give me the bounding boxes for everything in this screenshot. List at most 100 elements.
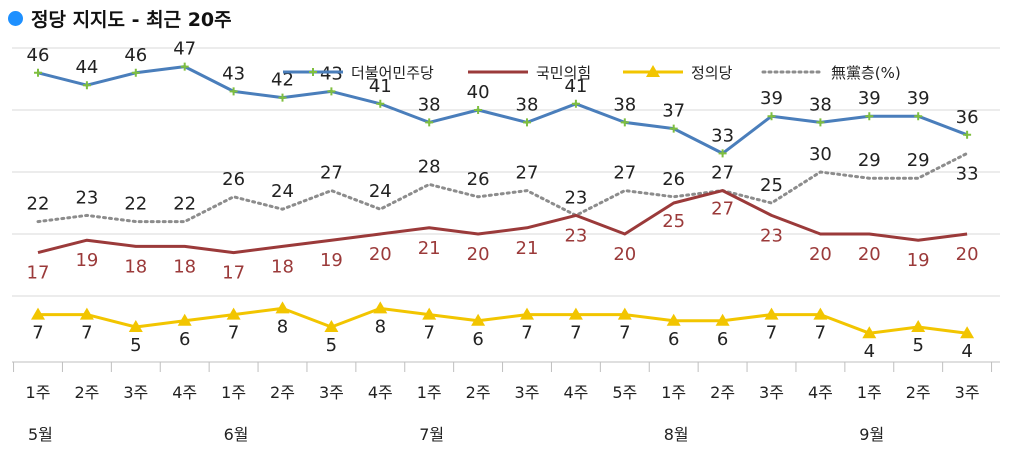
legend-item-none: 無黨층(%) [761, 64, 901, 82]
data-label-none: 22 [27, 194, 50, 215]
x-tick-label: 1주 [417, 383, 442, 402]
data-label-justice: 7 [815, 323, 826, 344]
x-tick-label: 5주 [612, 383, 637, 402]
data-point-justice [79, 307, 94, 320]
data-label-none: 26 [222, 169, 245, 190]
x-tick-label: 1주 [857, 383, 882, 402]
data-label-justice: 4 [864, 341, 875, 362]
data-point-democratic [620, 118, 629, 127]
data-label-ppp: 17 [222, 263, 245, 284]
data-point-justice [422, 307, 437, 320]
data-label-ppp: 21 [516, 238, 539, 259]
x-tick-label: 4주 [563, 383, 588, 402]
data-point-justice [31, 307, 45, 320]
data-label-democratic: 39 [907, 88, 930, 109]
month-label: 9월 [859, 425, 884, 444]
data-label-democratic: 47 [173, 39, 196, 60]
data-label-democratic: 43 [320, 63, 343, 84]
data-point-democratic [669, 124, 678, 133]
data-point-justice [226, 307, 241, 320]
data-label-justice: 7 [570, 323, 581, 344]
legend-marker-justice [646, 65, 660, 77]
x-tick-label: 1주 [26, 383, 51, 402]
data-label-none: 27 [711, 163, 734, 184]
data-point-justice [568, 307, 583, 320]
data-point-democratic [914, 112, 923, 121]
data-label-none: 23 [75, 187, 98, 208]
data-label-democratic: 44 [75, 57, 98, 78]
chart-title-text: 정당 지지도 - 최근 20주 [31, 8, 232, 31]
data-label-none: 29 [907, 150, 930, 171]
data-label-democratic: 41 [564, 76, 587, 97]
month-label: 6월 [224, 425, 249, 444]
data-label-none: 26 [467, 169, 490, 190]
legend-item-justice: 정의당 [623, 64, 733, 82]
data-label-none: 25 [760, 175, 783, 196]
data-point-justice [862, 326, 877, 339]
data-label-democratic: 38 [809, 94, 832, 115]
data-label-ppp: 18 [124, 256, 147, 277]
data-point-democratic [327, 87, 336, 96]
data-point-democratic [425, 118, 434, 127]
data-label-justice: 7 [228, 323, 239, 344]
data-label-ppp: 20 [956, 244, 979, 265]
x-tick-label: 4주 [808, 383, 833, 402]
data-label-none: 27 [516, 163, 539, 184]
data-label-democratic: 46 [124, 45, 147, 66]
data-label-ppp: 23 [760, 225, 783, 246]
data-point-democratic [131, 68, 140, 77]
x-tick-label: 2주 [906, 383, 931, 402]
data-point-democratic [34, 68, 42, 77]
month-label: 5월 [28, 425, 53, 444]
x-tick-label: 2주 [270, 383, 295, 402]
chart-title: 정당 지지도 - 최근 20주 [8, 4, 232, 32]
data-label-none: 24 [271, 181, 294, 202]
legend-item-ppp: 국민의힘 [468, 64, 591, 82]
data-point-democratic [963, 130, 972, 139]
x-tick-label: 3주 [123, 383, 148, 402]
series-line-ppp [37, 189, 968, 255]
data-point-democratic [571, 99, 580, 108]
data-label-ppp: 18 [173, 256, 196, 277]
x-tick-label: 3주 [515, 383, 540, 402]
data-label-democratic: 43 [222, 63, 245, 84]
legend-label-democratic: 더불어민주당 [351, 64, 434, 82]
data-label-democratic: 46 [27, 45, 50, 66]
legend-item-democratic: 더불어민주당 [283, 64, 434, 82]
data-label-democratic: 37 [662, 101, 685, 122]
data-label-democratic: 36 [956, 107, 979, 128]
data-label-none: 27 [613, 163, 636, 184]
data-point-justice [324, 320, 339, 332]
data-label-justice: 7 [766, 323, 777, 344]
series-line-none [36, 151, 969, 224]
data-label-none: 26 [662, 169, 685, 190]
data-point-democratic [718, 149, 727, 158]
data-label-none: 27 [320, 163, 343, 184]
data-label-justice: 7 [32, 323, 43, 344]
data-point-democratic [180, 62, 189, 71]
data-label-ppp: 17 [27, 263, 50, 284]
data-label-justice: 6 [717, 329, 728, 350]
data-label-justice: 5 [130, 335, 141, 356]
series-line-democratic [37, 65, 968, 155]
data-point-democratic [523, 118, 531, 127]
legend-marker-democratic [309, 68, 317, 76]
data-label-none: 29 [858, 150, 881, 171]
x-tick-label: 3주 [759, 383, 784, 402]
data-point-justice [471, 313, 486, 326]
data-point-justice [128, 320, 143, 332]
data-label-none: 22 [124, 194, 147, 215]
data-label-ppp: 27 [711, 199, 734, 220]
data-label-justice: 6 [472, 329, 483, 350]
data-label-democratic: 40 [467, 82, 490, 103]
x-tick-label: 1주 [221, 383, 246, 402]
data-point-democratic [376, 99, 385, 108]
data-label-ppp: 20 [809, 244, 832, 265]
data-label-none: 28 [418, 156, 441, 177]
legend-label-justice: 정의당 [691, 64, 733, 82]
data-point-justice [275, 301, 290, 314]
series-line-justice [38, 306, 968, 335]
data-point-democratic [474, 106, 483, 114]
x-tick-label: 4주 [368, 383, 393, 402]
